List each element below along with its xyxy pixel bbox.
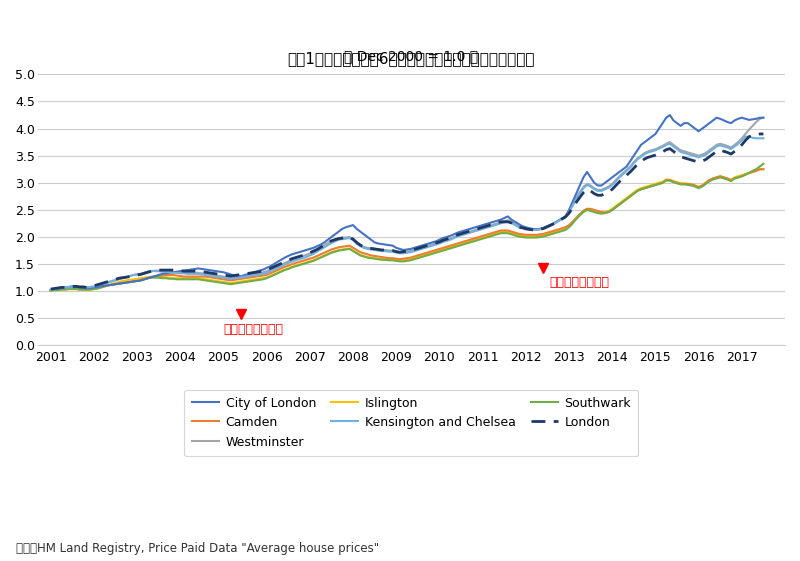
Text: （ Dec 2000 = 1.0 ）: （ Dec 2000 = 1.0 ）: [344, 49, 478, 63]
Legend: City of London, Camden, Westminster, Islington, Kensington and Chelsea, Southwar: City of London, Camden, Westminster, Isl…: [184, 390, 638, 456]
Text: 資料：HM Land Registry, Price Paid Data "Average house prices": 資料：HM Land Registry, Price Paid Data "Av…: [16, 542, 379, 555]
Text: オリンピック決定: オリンピック決定: [223, 323, 283, 335]
Text: オリンピック開催: オリンピック開催: [550, 276, 610, 289]
Title: 『図1』ロンドン都心6区の平均住宅価格（中間値）の推移: 『図1』ロンドン都心6区の平均住宅価格（中間値）の推移: [288, 51, 535, 66]
